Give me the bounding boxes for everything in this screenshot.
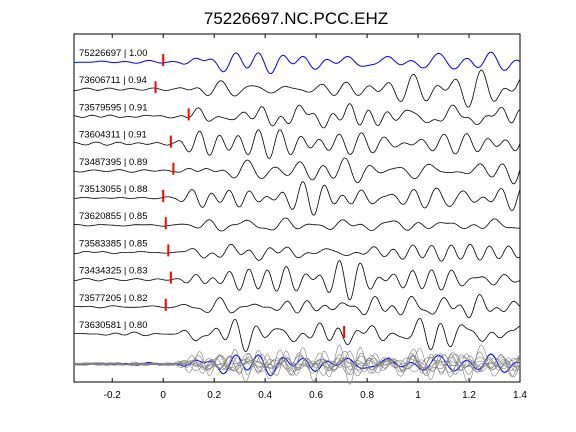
trace-label: 73630581 | 0.80: [79, 320, 148, 331]
trace-line: [74, 217, 521, 232]
trace-line: [74, 51, 521, 75]
trace-label: 73579595 | 0.91: [79, 102, 148, 113]
trace-line: [73, 103, 521, 129]
chart-title: 75226697.NC.PCC.EHZ: [204, 9, 388, 28]
stack-group: [73, 344, 521, 385]
x-tick-label: 0.6: [309, 390, 323, 401]
x-tick-label: 0.2: [207, 390, 221, 401]
x-tick-label: 1: [415, 390, 421, 401]
trace-label: 73604311 | 0.91: [79, 130, 147, 141]
trace-line: [74, 129, 521, 159]
trace-label: 73620855 | 0.85: [79, 211, 148, 222]
x-tick-label: -0.2: [104, 390, 122, 401]
x-tick-label: 0.4: [258, 390, 272, 401]
trace-label: 73513055 | 0.88: [79, 184, 148, 195]
x-tick-label: 0: [160, 390, 166, 401]
x-tick-label: 1.2: [462, 390, 476, 401]
trace-label: 73606711 | 0.94: [79, 75, 147, 86]
x-tick-label: 0.8: [360, 390, 374, 401]
trace-line: [74, 243, 521, 262]
trace-line: [74, 181, 521, 216]
trace-label: 73434325 | 0.83: [79, 266, 148, 277]
stack-trace: [74, 347, 521, 382]
stack-trace: [74, 348, 521, 382]
plot-frame: [73, 33, 521, 383]
trace-label: 73577205 | 0.82: [79, 293, 148, 304]
pick-group: [154, 54, 346, 338]
stack-trace: [74, 351, 521, 376]
x-tick-label: 1.4: [513, 390, 527, 401]
trace-line: [73, 260, 521, 301]
label-group: 75226697 | 1.00 73606711 | 0.94 73579595 |…: [79, 48, 148, 331]
trace-label: 73583385 | 0.85: [79, 238, 148, 249]
trace-label: 73487395 | 0.89: [79, 157, 148, 168]
trace-line: [74, 317, 521, 353]
trace-label: 75226697 | 1.00: [79, 48, 148, 59]
trace-group: [73, 51, 521, 353]
trace-line: [74, 294, 521, 319]
x-axis: -0.2 0 0.2 0.4 0.6 0.8 1 1.2 1.4: [104, 34, 527, 401]
trace-line: [73, 157, 521, 185]
trace-line: [73, 69, 521, 108]
